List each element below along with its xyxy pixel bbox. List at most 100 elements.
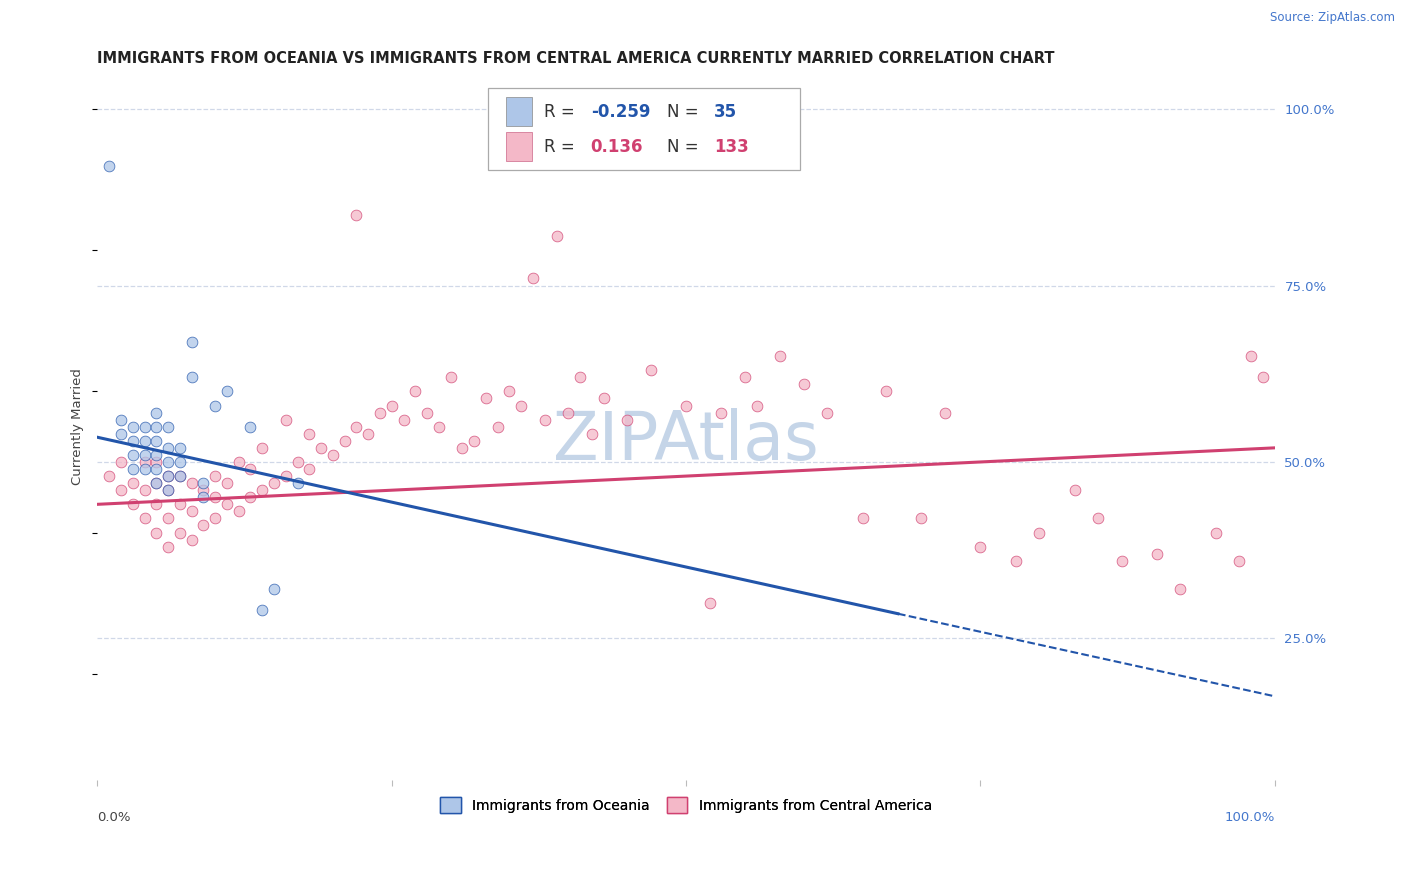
Point xyxy=(793,377,815,392)
Point xyxy=(228,504,250,518)
Point xyxy=(368,406,391,420)
Point xyxy=(522,271,544,285)
Point xyxy=(110,426,132,441)
Point xyxy=(98,159,121,173)
Text: 0.0%: 0.0% xyxy=(97,812,131,824)
Point xyxy=(333,434,356,448)
Y-axis label: Currently Married: Currently Married xyxy=(72,368,84,485)
FancyBboxPatch shape xyxy=(488,88,800,170)
Text: 35: 35 xyxy=(714,103,737,120)
Point xyxy=(169,455,191,469)
Point xyxy=(557,406,579,420)
Point xyxy=(1004,554,1026,568)
Point xyxy=(121,462,143,476)
Point xyxy=(204,511,226,525)
Text: N =: N = xyxy=(668,103,704,120)
Point xyxy=(381,399,404,413)
Point xyxy=(215,384,238,399)
Point xyxy=(157,540,180,554)
Point xyxy=(1028,525,1050,540)
Point xyxy=(121,419,143,434)
Point xyxy=(675,399,697,413)
Point xyxy=(1063,483,1085,498)
Point xyxy=(427,419,450,434)
Point xyxy=(215,497,238,511)
Point xyxy=(357,426,380,441)
Point xyxy=(852,511,875,525)
Point xyxy=(145,419,167,434)
Point xyxy=(934,406,956,420)
Point xyxy=(298,462,321,476)
Point xyxy=(463,434,485,448)
Point xyxy=(157,483,180,498)
Point xyxy=(298,426,321,441)
Text: IMMIGRANTS FROM OCEANIA VS IMMIGRANTS FROM CENTRAL AMERICA CURRENTLY MARRIED COR: IMMIGRANTS FROM OCEANIA VS IMMIGRANTS FR… xyxy=(97,51,1054,66)
Point xyxy=(581,426,603,441)
Point xyxy=(815,406,838,420)
Point xyxy=(498,384,520,399)
Point xyxy=(287,476,309,491)
Point xyxy=(169,469,191,483)
Point xyxy=(274,412,297,426)
Point xyxy=(157,455,180,469)
Point xyxy=(239,462,262,476)
Text: R =: R = xyxy=(544,103,579,120)
Point xyxy=(228,455,250,469)
Point xyxy=(145,476,167,491)
Point xyxy=(252,483,274,498)
Point xyxy=(1205,525,1227,540)
Point xyxy=(1240,349,1263,363)
Point xyxy=(346,208,368,222)
Point xyxy=(252,603,274,617)
Point xyxy=(392,412,415,426)
Point xyxy=(699,596,721,610)
Point xyxy=(204,399,226,413)
Text: 0.136: 0.136 xyxy=(591,137,643,155)
Point xyxy=(263,476,285,491)
Point xyxy=(193,490,215,504)
Point xyxy=(969,540,991,554)
Point xyxy=(180,370,202,384)
Point xyxy=(134,511,156,525)
Text: 100.0%: 100.0% xyxy=(1225,812,1275,824)
Point xyxy=(910,511,932,525)
Point xyxy=(592,392,614,406)
Point xyxy=(569,370,592,384)
Point xyxy=(1087,511,1109,525)
Point xyxy=(616,412,638,426)
Text: ZIPAtlas: ZIPAtlas xyxy=(553,408,818,474)
Point xyxy=(1227,554,1250,568)
Text: 133: 133 xyxy=(714,137,749,155)
Point xyxy=(134,455,156,469)
Point xyxy=(769,349,792,363)
Point xyxy=(416,406,439,420)
Point xyxy=(110,483,132,498)
Point xyxy=(121,448,143,462)
Point xyxy=(263,582,285,596)
Point xyxy=(145,462,167,476)
Point xyxy=(180,533,202,547)
Point xyxy=(121,497,143,511)
Point xyxy=(169,441,191,455)
Point xyxy=(110,455,132,469)
Point xyxy=(145,497,167,511)
Point xyxy=(121,476,143,491)
Point xyxy=(193,483,215,498)
Point xyxy=(510,399,533,413)
Point xyxy=(157,441,180,455)
Point xyxy=(180,476,202,491)
Point xyxy=(475,392,498,406)
Point xyxy=(157,469,180,483)
Point xyxy=(215,476,238,491)
Point xyxy=(439,370,461,384)
Point xyxy=(204,469,226,483)
Point xyxy=(157,469,180,483)
Legend: Immigrants from Oceania, Immigrants from Central America: Immigrants from Oceania, Immigrants from… xyxy=(434,791,938,819)
Point xyxy=(1170,582,1192,596)
Text: -0.259: -0.259 xyxy=(591,103,650,120)
Point xyxy=(180,504,202,518)
Point xyxy=(322,448,344,462)
Point xyxy=(239,419,262,434)
Text: Source: ZipAtlas.com: Source: ZipAtlas.com xyxy=(1270,11,1395,24)
Point xyxy=(875,384,897,399)
